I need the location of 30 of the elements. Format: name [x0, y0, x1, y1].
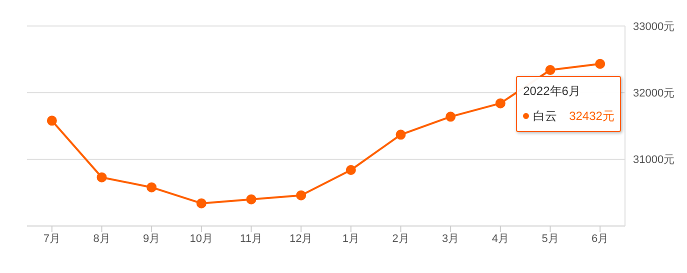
x-tick-label: 11月 — [240, 232, 262, 245]
point — [146, 182, 157, 192]
x-tick-label: 9月 — [143, 232, 160, 245]
point — [346, 165, 356, 175]
x-tick-label: 2月 — [392, 232, 410, 245]
point — [446, 112, 456, 122]
point — [96, 172, 107, 182]
y-tick-label: 31000元 — [633, 154, 675, 166]
x-tick-label: 1月 — [342, 232, 360, 245]
point — [46, 116, 57, 126]
annotation: 32432元 — [569, 108, 614, 125]
annotation: 2022年6月 — [523, 82, 582, 100]
point — [396, 130, 406, 140]
x-tick-label: 4月 — [492, 232, 509, 245]
point — [246, 194, 256, 204]
x-tick-label: 10月 — [190, 232, 214, 245]
x-tick-label: 12月 — [289, 232, 313, 245]
point — [545, 65, 556, 75]
legend-label: 白云 — [533, 108, 558, 125]
point — [595, 58, 606, 69]
x-tick-label: 6月 — [592, 232, 609, 245]
point — [196, 198, 206, 208]
x-tick-label: 8月 — [93, 232, 110, 245]
y-tick-label: 32000元 — [633, 88, 675, 100]
y-tick-label: 33000元 — [633, 20, 675, 33]
x-tick-label: 5月 — [542, 232, 559, 245]
point — [296, 190, 306, 200]
x-tick-label: 3月 — [442, 232, 460, 245]
x-tick-label: 7月 — [43, 232, 60, 245]
point — [495, 98, 506, 108]
